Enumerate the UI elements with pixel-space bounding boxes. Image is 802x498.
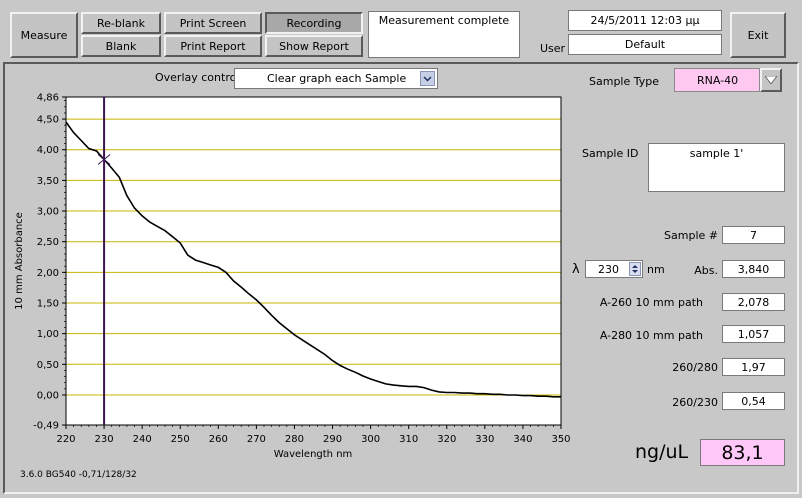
ratio-260-230-label: 260/230	[672, 396, 718, 409]
overlay-control-label: Overlay control	[155, 71, 240, 84]
sample-id-label: Sample ID	[582, 147, 639, 160]
y-tick-label: 0,00	[37, 390, 59, 401]
y-tick-label: -0,49	[33, 421, 59, 432]
user-label: User	[540, 42, 566, 55]
datetime-display: 24/5/2011 12:03 μμ	[568, 10, 722, 31]
y-tick-label: 3,50	[37, 176, 59, 187]
absorbance-chart[interactable]: -0,49 0,00 0,50 1,00 1,50 2,00 2,50 3,00 3,50 4,0…	[0, 88, 575, 464]
wavelength-unit: nm	[647, 263, 665, 276]
ratio-260-280-label: 260/280	[672, 361, 718, 374]
plot-area	[66, 97, 561, 425]
x-tick-label: 280	[285, 434, 304, 445]
blank-button[interactable]: Blank	[81, 35, 161, 57]
x-axis-ticks: 220 230 240 250 260 270 280 290 300 310 320 330 340 3…	[56, 425, 571, 445]
y-tick-label: 1,50	[37, 298, 59, 309]
triangle-down-icon	[765, 76, 777, 84]
ratio-260-230-display: 0,54	[722, 392, 785, 410]
reblank-button[interactable]: Re-blank	[81, 12, 161, 34]
y-tick-label: 2,00	[37, 268, 59, 279]
wavelength-value: 230	[598, 263, 619, 276]
x-tick-label: 310	[399, 434, 418, 445]
sample-number-label: Sample #	[664, 229, 718, 242]
concentration-display: 83,1	[700, 439, 785, 466]
absorbance-display: 3,840	[722, 260, 785, 278]
absorbance-trace	[65, 121, 561, 398]
show-report-button[interactable]: Show Report	[265, 35, 363, 57]
x-tick-label: 330	[475, 434, 494, 445]
x-tick-label: 340	[513, 434, 532, 445]
x-tick-label: 350	[551, 434, 570, 445]
cursor-marker-line	[97, 154, 111, 165]
print-report-button[interactable]: Print Report	[164, 35, 262, 57]
exit-button[interactable]: Exit	[730, 12, 786, 58]
sample-type-dropdown-button[interactable]	[760, 68, 782, 92]
x-tick-label: 320	[437, 434, 456, 445]
y-axis-label: 10 mm Absorbance	[14, 212, 25, 310]
sample-type-label: Sample Type	[589, 75, 660, 88]
x-tick-label: 250	[171, 434, 190, 445]
plot-border	[65, 96, 562, 426]
version-info: 3.6.0 BG540 -0,71/128/32	[20, 470, 137, 480]
sample-number-display: 7	[722, 226, 785, 244]
status-display: Measurement complete	[368, 11, 520, 58]
overlay-control-value: Clear graph each Sample	[267, 72, 407, 85]
y-tick-label: 4,86	[37, 93, 59, 104]
y-tick-label: 4,50	[37, 115, 59, 126]
lambda-symbol: λ	[572, 262, 580, 277]
x-tick-label: 240	[133, 434, 152, 445]
x-tick-label: 220	[56, 434, 75, 445]
absorbance-label: Abs.	[694, 264, 718, 277]
overlay-control-select[interactable]: Clear graph each Sample	[234, 68, 438, 89]
sample-type-value[interactable]: RNA-40	[674, 68, 760, 92]
gridlines	[65, 96, 562, 426]
x-tick-label: 270	[247, 434, 266, 445]
x-tick-label: 300	[361, 434, 380, 445]
print-screen-button[interactable]: Print Screen	[164, 12, 262, 34]
y-tick-label: 4,00	[37, 145, 59, 156]
cursor-marker	[97, 154, 111, 165]
a280-display: 1,057	[722, 325, 785, 343]
y-tick-label: 2,50	[37, 237, 59, 248]
chevron-down-icon[interactable]	[420, 71, 435, 86]
x-axis-label: Wavelength nm	[274, 449, 353, 460]
measure-button[interactable]: Measure	[10, 12, 78, 58]
x-tick-label: 230	[95, 434, 114, 445]
x-tick-label: 290	[323, 434, 342, 445]
y-tick-label: 3,00	[37, 207, 59, 218]
x-tick-label: 260	[209, 434, 228, 445]
spinner-icon[interactable]	[629, 262, 641, 276]
a260-display: 2,078	[722, 293, 785, 311]
y-axis-ticks: -0,49 0,00 0,50 1,00 1,50 2,00 2,50 3,00 3,50 4,0…	[33, 93, 66, 432]
y-tick-label: 1,00	[37, 329, 59, 340]
ratio-260-280-display: 1,97	[722, 358, 785, 376]
concentration-label: ng/uL	[635, 441, 689, 463]
sample-id-input[interactable]: sample 1'	[648, 143, 785, 192]
a260-label: A-260 10 mm path	[599, 296, 703, 309]
a280-label: A-280 10 mm path	[599, 329, 703, 342]
user-display: Default	[568, 34, 722, 55]
main-panel	[3, 62, 799, 494]
recording-toggle[interactable]: Recording	[265, 12, 363, 34]
y-tick-label: 0,50	[37, 360, 59, 371]
wavelength-input[interactable]: 230	[585, 260, 643, 278]
